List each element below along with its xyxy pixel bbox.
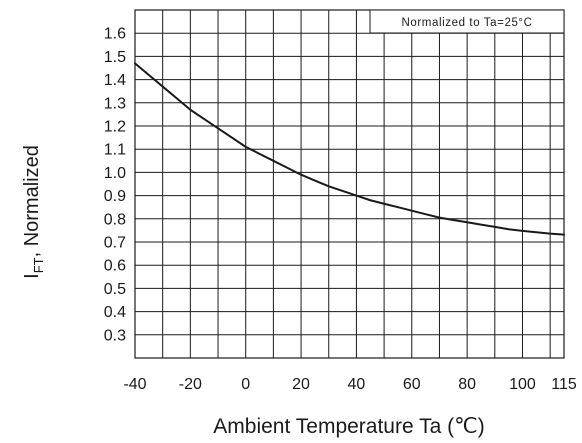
x-tick-labels: -40 -20 0 20 40 60 80 100 115 xyxy=(123,376,576,393)
x-tick-label: -40 xyxy=(123,376,146,393)
y-tick-labels: 0.3 0.4 0.5 0.6 0.7 0.8 0.9 1.0 1.1 1.2 1.3 1.4 1.5 1… xyxy=(104,26,126,345)
plot-frame xyxy=(134,9,565,359)
y-axis-label-main: I xyxy=(21,273,43,279)
x-tick-label: 20 xyxy=(292,376,310,393)
x-tick-label: 0 xyxy=(241,376,250,393)
x-tick-label: 40 xyxy=(348,376,366,393)
y-tick-label: 1.2 xyxy=(104,119,126,136)
y-tick-label: 1.3 xyxy=(104,95,126,112)
y-tick-label: 1.1 xyxy=(104,142,126,159)
y-tick-label: 0.6 xyxy=(104,258,126,275)
annotation-box xyxy=(369,9,565,34)
y-axis-label-rest: , Normalized xyxy=(21,145,43,257)
series-layer xyxy=(134,62,565,236)
x-tick-label: -20 xyxy=(179,376,202,393)
y-tick-label: 1.0 xyxy=(104,165,126,182)
y-tick-label: 0.4 xyxy=(104,304,126,321)
y-tick-label: 0.5 xyxy=(104,281,126,298)
x-tick-label: 60 xyxy=(403,376,421,393)
y-tick-label: 0.3 xyxy=(104,327,126,344)
y-tick-label: 1.5 xyxy=(104,49,126,66)
x-tick-label: 100 xyxy=(509,376,536,393)
y-tick-label: 0.7 xyxy=(104,235,126,252)
y-tick-label: 0.8 xyxy=(104,211,126,228)
y-tick-label: 1.4 xyxy=(104,72,126,89)
y-tick-label: 1.6 xyxy=(104,26,126,43)
x-tick-label: 80 xyxy=(458,376,476,393)
annotation-text: Normalized to Ta=25°C xyxy=(401,17,532,29)
grid xyxy=(134,10,565,358)
y-axis-label: IFT, Normalized xyxy=(21,145,46,279)
x-tick-label: 115 xyxy=(551,376,577,393)
x-axis-label: Ambient Temperature Ta (℃) xyxy=(213,415,484,438)
series-line xyxy=(134,62,565,236)
y-axis-label-subscript: FT xyxy=(31,257,46,273)
y-tick-label: 0.9 xyxy=(104,188,126,205)
